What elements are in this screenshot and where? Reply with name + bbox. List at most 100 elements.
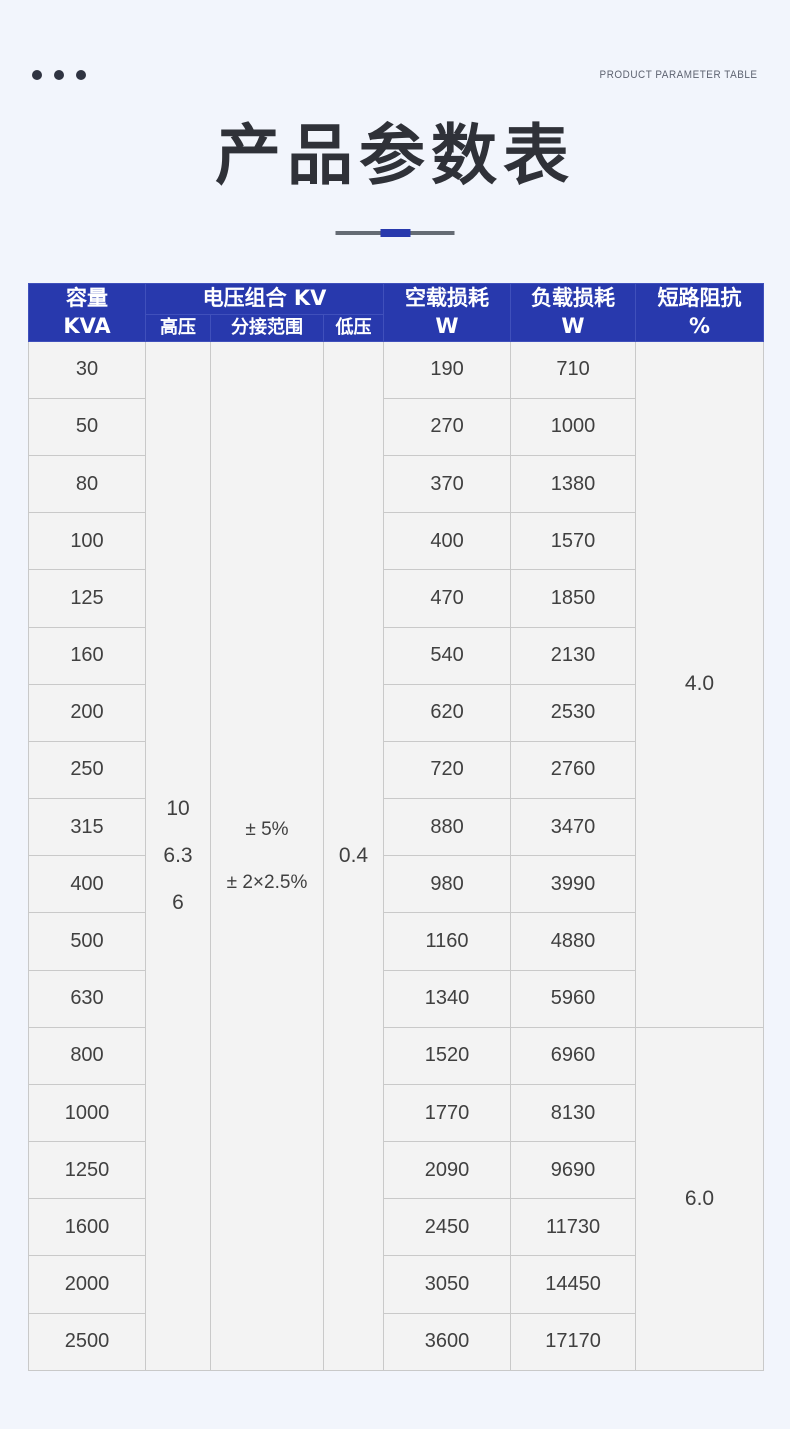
hv-value-2: 6.3 <box>163 844 193 868</box>
eyebrow-label: PRODUCT PARAMETER TABLE <box>599 69 758 81</box>
cell-load-loss: 2760 <box>510 740 637 800</box>
cell-no-load-loss: 370 <box>383 455 512 514</box>
dot-3 <box>76 70 86 80</box>
table-row: 630 1340 5960 <box>28 969 764 1028</box>
header-impedance-line2: % <box>688 314 711 339</box>
cell-capacity: 315 <box>28 798 146 857</box>
header-capacity: 容量 KVA <box>28 283 146 342</box>
header-low-voltage: 低压 <box>322 313 385 342</box>
cell-high-voltage: 10 6.3 6 <box>145 340 211 1372</box>
header-no-load-loss: 空载损耗 W <box>383 283 512 342</box>
header-load-loss: 负载损耗 W <box>510 283 637 342</box>
cell-capacity: 125 <box>28 569 146 628</box>
cell-no-load-loss: 620 <box>383 683 512 742</box>
table-row: 400 980 3990 <box>28 855 764 914</box>
tap-value-1: ± 5% <box>245 818 289 840</box>
page-title: 产品参数表 <box>215 117 575 194</box>
table-row: 1000 1770 8130 <box>28 1083 764 1143</box>
header-row-2: 高压 分接范围 低压 <box>29 313 764 342</box>
cell-capacity: 500 <box>28 912 146 971</box>
table-row: 1250 2090 9690 <box>28 1141 764 1200</box>
cell-load-loss: 1850 <box>510 569 637 628</box>
cell-capacity: 200 <box>28 683 146 742</box>
header-load-loss-line2: W <box>561 314 585 339</box>
cell-capacity: 50 <box>28 397 146 457</box>
cell-no-load-loss: 540 <box>383 626 512 685</box>
table-body: 30 10 6.3 6 ± 5% ± 2×2.5% 0.4 190 71 <box>28 340 765 1372</box>
table-row: 30 10 6.3 6 ± 5% ± 2×2.5% 0.4 190 71 <box>28 340 765 1372</box>
title-block: 产品参数表 <box>0 118 790 194</box>
top-bar: PRODUCT PARAMETER TABLE <box>0 60 790 100</box>
cell-impedance-group-1: 4.0 <box>635 340 765 1028</box>
cell-no-load-loss: 3050 <box>383 1255 512 1314</box>
cell-capacity: 1000 <box>28 1083 146 1143</box>
cell-no-load-loss: 400 <box>383 512 512 571</box>
cell-load-loss: 4880 <box>510 912 637 971</box>
cell-impedance-group-2: 6.0 <box>635 1026 765 1372</box>
cell-no-load-loss: 270 <box>383 397 512 457</box>
table-row: 100 400 1570 <box>28 512 764 571</box>
table-row: 50 270 1000 <box>28 397 764 457</box>
cell-capacity: 250 <box>28 740 146 800</box>
cell-no-load-loss: 720 <box>383 740 512 800</box>
table-row: 2000 3050 14450 <box>28 1255 764 1314</box>
table-row: 500 1160 4880 <box>28 912 764 971</box>
table-row: 200 620 2530 <box>28 683 764 742</box>
cell-load-loss: 11730 <box>510 1198 637 1257</box>
cell-capacity: 80 <box>28 455 146 514</box>
header-capacity-line2: KVA <box>63 314 111 339</box>
hv-value-1: 10 <box>166 797 190 821</box>
dot-2 <box>54 70 64 80</box>
cell-capacity: 630 <box>28 969 146 1028</box>
dot-1 <box>32 70 42 80</box>
header-impedance: 短路阻抗 % <box>635 283 765 342</box>
cell-no-load-loss: 470 <box>383 569 512 628</box>
table-row: 2500 3600 17170 <box>28 1312 764 1372</box>
cell-load-loss: 5960 <box>510 969 637 1028</box>
header-no-load-loss-line2: W <box>435 314 459 339</box>
table-header: 容量 KVA 电压组合 KV 空载损耗 W 负载损耗 W 短路阻抗 % 高 <box>28 283 765 342</box>
cell-no-load-loss: 1340 <box>383 969 512 1028</box>
header-load-loss-line1: 负载损耗 <box>531 286 616 310</box>
cell-load-loss: 8130 <box>510 1083 637 1143</box>
table-row: 80 370 1380 <box>28 455 764 514</box>
cell-capacity: 1600 <box>28 1198 146 1257</box>
cell-load-loss: 6960 <box>510 1026 637 1085</box>
cell-no-load-loss: 1160 <box>383 912 512 971</box>
cell-load-loss: 1000 <box>510 397 637 457</box>
cell-load-loss: 2130 <box>510 626 637 685</box>
parameter-table-wrapper: 容量 KVA 电压组合 KV 空载损耗 W 负载损耗 W 短路阻抗 % 高 <box>28 283 765 1372</box>
cell-no-load-loss: 980 <box>383 855 512 914</box>
cell-load-loss: 3470 <box>510 798 637 857</box>
table-row: 160 540 2130 <box>28 626 764 685</box>
cell-load-loss: 14450 <box>510 1255 637 1314</box>
tap-range-values: ± 5% ± 2×2.5% <box>211 820 323 892</box>
header-high-voltage: 高压 <box>145 313 211 342</box>
header-capacity-line1: 容量 <box>66 286 108 310</box>
cell-load-loss: 17170 <box>510 1312 637 1372</box>
cell-capacity: 400 <box>28 855 146 914</box>
three-dots-icon <box>32 70 86 80</box>
header-no-load-loss-line1: 空载损耗 <box>405 286 490 310</box>
cell-capacity: 1250 <box>28 1141 146 1200</box>
header-voltage-group: 电压组合 KV <box>144 283 385 315</box>
cell-capacity: 100 <box>28 512 146 571</box>
cell-low-voltage: 0.4 <box>322 340 385 1372</box>
cell-no-load-loss: 1520 <box>383 1026 512 1085</box>
cell-tap-range: ± 5% ± 2×2.5% <box>210 340 324 1372</box>
cell-load-loss: 3990 <box>510 855 637 914</box>
cell-no-load-loss: 190 <box>383 340 512 399</box>
cell-load-loss: 710 <box>510 340 637 399</box>
divider-accent <box>380 229 410 237</box>
cell-no-load-loss: 2450 <box>383 1198 512 1257</box>
cell-no-load-loss: 1770 <box>383 1083 512 1143</box>
parameter-table: 容量 KVA 电压组合 KV 空载损耗 W 负载损耗 W 短路阻抗 % 高 <box>28 283 765 1372</box>
cell-capacity: 2500 <box>28 1312 146 1372</box>
cell-load-loss: 1570 <box>510 512 637 571</box>
cell-no-load-loss: 880 <box>383 798 512 857</box>
cell-capacity: 160 <box>28 626 146 685</box>
table-row: 315 880 3470 <box>28 798 764 857</box>
header-impedance-line1: 短路阻抗 <box>657 286 742 310</box>
title-divider <box>335 229 455 237</box>
table-row: 250 720 2760 <box>28 740 764 800</box>
